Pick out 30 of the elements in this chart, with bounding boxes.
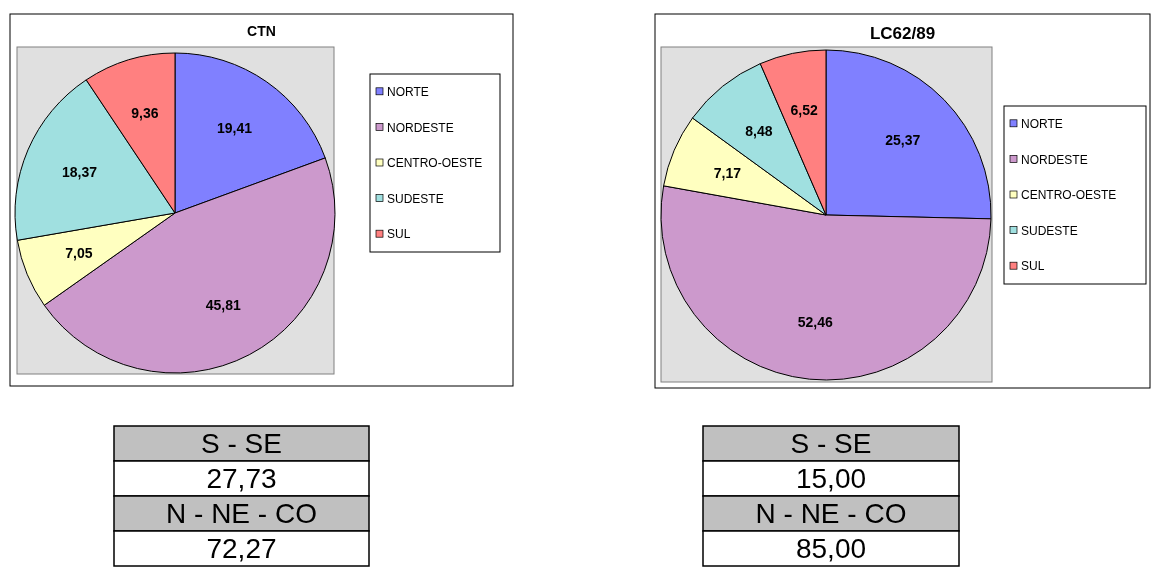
data-label: 18,37 bbox=[61, 163, 98, 180]
data-label: 8,48 bbox=[745, 123, 773, 140]
text: 27,73 bbox=[206, 463, 277, 495]
legend-label: SUL bbox=[1021, 259, 1045, 274]
data-label: 19,41 bbox=[217, 119, 253, 136]
legend-label: NORDESTE bbox=[1021, 152, 1088, 167]
legend-label: NORTE bbox=[1021, 117, 1063, 131]
data-label: 9,36 bbox=[131, 105, 159, 122]
chart-title: CTN bbox=[247, 23, 276, 39]
text: 15,00 bbox=[795, 463, 867, 495]
chart-title: LC62/89 bbox=[869, 24, 936, 43]
legend-label: SUDESTE bbox=[1021, 223, 1078, 238]
data-label: 25,37 bbox=[885, 131, 921, 148]
data-label: 7,05 bbox=[65, 244, 93, 261]
data-label: 6,52 bbox=[790, 101, 819, 118]
text: S - SE bbox=[790, 428, 872, 460]
data-label: 52,46 bbox=[797, 313, 833, 330]
legend-label: SUL bbox=[387, 227, 411, 242]
legend-label: CENTRO-OESTE bbox=[1021, 188, 1117, 203]
legend-label: CENTRO-OESTE bbox=[387, 156, 483, 171]
data-label: 45,81 bbox=[205, 297, 242, 314]
legend-label: NORTE bbox=[387, 85, 429, 99]
text: 85,00 bbox=[795, 533, 867, 565]
text: 72,27 bbox=[206, 533, 277, 565]
text: S - SE bbox=[201, 428, 282, 460]
data-label: 7,17 bbox=[713, 164, 742, 181]
legend-label: SUDESTE bbox=[387, 191, 444, 206]
legend-label: NORDESTE bbox=[387, 120, 454, 135]
text: N - NE - CO bbox=[166, 498, 317, 530]
text: N - NE - CO bbox=[755, 498, 907, 530]
